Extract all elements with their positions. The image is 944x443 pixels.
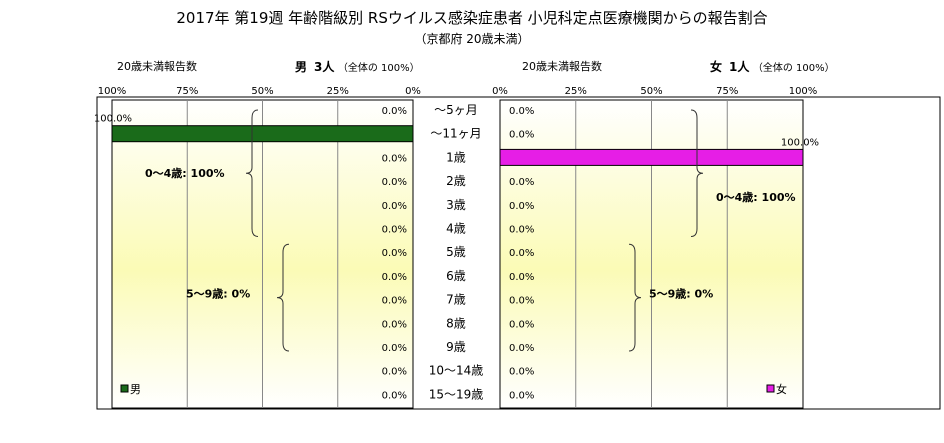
chart-subtitle: （京都府 20歳未満） — [414, 32, 530, 46]
male-value-label: 0.0% — [382, 177, 407, 188]
female-value-label: 0.0% — [509, 390, 534, 401]
left-tick-label: 100% — [98, 86, 127, 97]
chart-title: 2017年 第19週 年齢階級別 RSウイルス感染症患者 小児科定点医療機関から… — [176, 9, 768, 27]
female-legend-label: 女 — [776, 382, 787, 396]
male-value-label: 0.0% — [382, 367, 407, 378]
male-value-label: 0.0% — [382, 201, 407, 212]
female-legend-swatch — [766, 384, 775, 393]
right-tick-label: 100% — [789, 86, 818, 97]
male-value-label: 0.0% — [382, 153, 407, 164]
left-tick-label: 0% — [405, 86, 421, 97]
right-count-label: 20歳未満報告数 — [522, 60, 602, 73]
male-value-label: 0.0% — [382, 106, 407, 117]
left-total: （全体の 100%） — [337, 63, 420, 74]
category-label: 7歳 — [446, 293, 466, 307]
female-value-label: 0.0% — [509, 319, 534, 330]
male-0-4-brace — [245, 109, 259, 237]
right-tick-label: 25% — [565, 86, 587, 97]
left-count-label: 20歳未満報告数 — [117, 60, 197, 73]
left-tick-label: 75% — [176, 86, 198, 97]
female-5-9-brace — [628, 243, 642, 352]
male-value-label: 0.0% — [382, 225, 407, 236]
right-tick-label: 75% — [716, 86, 738, 97]
right-tick-label: 0% — [492, 86, 508, 97]
category-label: 4歳 — [446, 222, 466, 236]
female-value-label: 0.0% — [509, 296, 534, 307]
female-0-4-brace — [690, 109, 704, 237]
category-label: 3歳 — [446, 198, 466, 212]
category-label: ～11ヶ月 — [430, 127, 481, 141]
female-value-label: 0.0% — [509, 106, 534, 117]
right-tick-label: 50% — [640, 86, 662, 97]
female-value-label: 0.0% — [509, 177, 534, 188]
male-value-label: 0.0% — [382, 272, 407, 283]
male-5-9-label: 5～9歳: 0% — [186, 287, 250, 301]
left-sex-header: 男 3人 （全体の 100%） — [295, 58, 420, 75]
category-label: 2歳 — [446, 174, 466, 188]
male-value-label: 0.0% — [382, 390, 407, 401]
female-value-label: 0.0% — [509, 201, 534, 212]
male-5-9-brace — [276, 243, 290, 352]
female-value-label: 100.0% — [781, 137, 819, 148]
left-persons: 3人 — [314, 60, 335, 74]
female-value-label: 0.0% — [509, 248, 534, 259]
female-value-label: 0.0% — [509, 272, 534, 283]
category-label: 5歳 — [446, 245, 466, 259]
female-0-4-label: 0～4歳: 100% — [716, 190, 796, 204]
right-total: （全体の 100%） — [752, 63, 835, 74]
male-legend-swatch — [120, 384, 129, 393]
left-tick-label: 50% — [251, 86, 273, 97]
category-label: 10～14歳 — [429, 364, 484, 378]
female-bar — [499, 148, 804, 166]
female-value-label: 0.0% — [509, 367, 534, 378]
male-value-label: 100.0% — [94, 114, 132, 125]
female-value-label: 0.0% — [509, 130, 534, 141]
category-label: ～5ヶ月 — [434, 103, 478, 117]
male-value-label: 0.0% — [382, 319, 407, 330]
female-value-label: 0.0% — [509, 225, 534, 236]
male-legend-label: 男 — [130, 383, 141, 396]
male-value-label: 0.0% — [382, 343, 407, 354]
male-0-4-label: 0～4歳: 100% — [145, 166, 225, 180]
male-bar — [111, 125, 414, 143]
right-sex: 女 — [710, 60, 723, 74]
left-tick-label: 25% — [327, 86, 349, 97]
outer-frame — [96, 96, 941, 410]
female-5-9-label: 5～9歳: 0% — [649, 287, 713, 301]
left-sex: 男 — [295, 60, 308, 74]
category-label: 9歳 — [446, 340, 466, 354]
female-value-label: 0.0% — [509, 343, 534, 354]
male-value-label: 0.0% — [382, 248, 407, 259]
right-persons: 1人 — [729, 60, 750, 74]
right-sex-header: 女 1人 （全体の 100%） — [710, 58, 835, 75]
category-label: 15～19歳 — [429, 387, 484, 401]
category-label: 6歳 — [446, 269, 466, 283]
category-label: 8歳 — [446, 316, 466, 330]
category-label: 1歳 — [446, 150, 466, 164]
male-value-label: 0.0% — [382, 296, 407, 307]
